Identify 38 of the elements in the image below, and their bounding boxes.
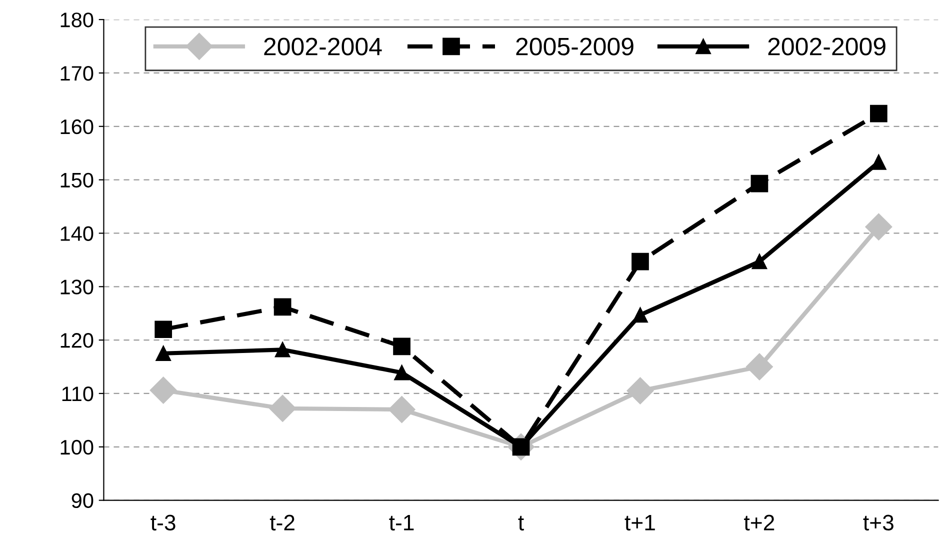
point — [752, 254, 768, 270]
x-tick-label: t — [518, 516, 524, 530]
point — [394, 365, 410, 380]
point — [632, 307, 648, 323]
point — [871, 154, 886, 170]
point — [750, 174, 768, 192]
y-tick-label: 170 — [60, 66, 94, 81]
point — [865, 213, 892, 240]
y-tick-label: 160 — [60, 119, 94, 134]
point — [274, 342, 290, 358]
x-tick-label: t+3 — [863, 514, 894, 531]
point — [274, 298, 292, 316]
point — [269, 394, 296, 422]
y-tick-label: 90 — [72, 493, 94, 508]
legend-label: 2005-2009 — [516, 38, 634, 56]
point — [870, 104, 888, 122]
point — [388, 396, 416, 423]
y-tick-label: 130 — [60, 280, 94, 294]
x-tick-label: t+2 — [744, 514, 774, 530]
x-tick-label: t-1 — [389, 515, 414, 530]
x-tick-label: t-3 — [150, 514, 176, 531]
y-tick-label: 110 — [62, 386, 94, 402]
x-tick-label: t-2 — [270, 514, 294, 530]
x-tick-label: t+1 — [624, 515, 655, 530]
point — [626, 377, 654, 404]
legend-label: 2002-2009 — [768, 38, 886, 56]
point — [746, 353, 773, 380]
point — [632, 252, 649, 270]
point — [156, 346, 171, 362]
point — [393, 338, 410, 356]
y-tick-label: 100 — [60, 440, 94, 455]
y-tick-label: 120 — [60, 333, 94, 348]
point — [154, 320, 172, 338]
y-tick-label: 140 — [60, 226, 94, 241]
legend-label: 2002-2004 — [264, 38, 382, 56]
y-tick-label: 150 — [60, 172, 94, 188]
y-tick-label: 180 — [60, 12, 94, 28]
point — [150, 376, 177, 404]
